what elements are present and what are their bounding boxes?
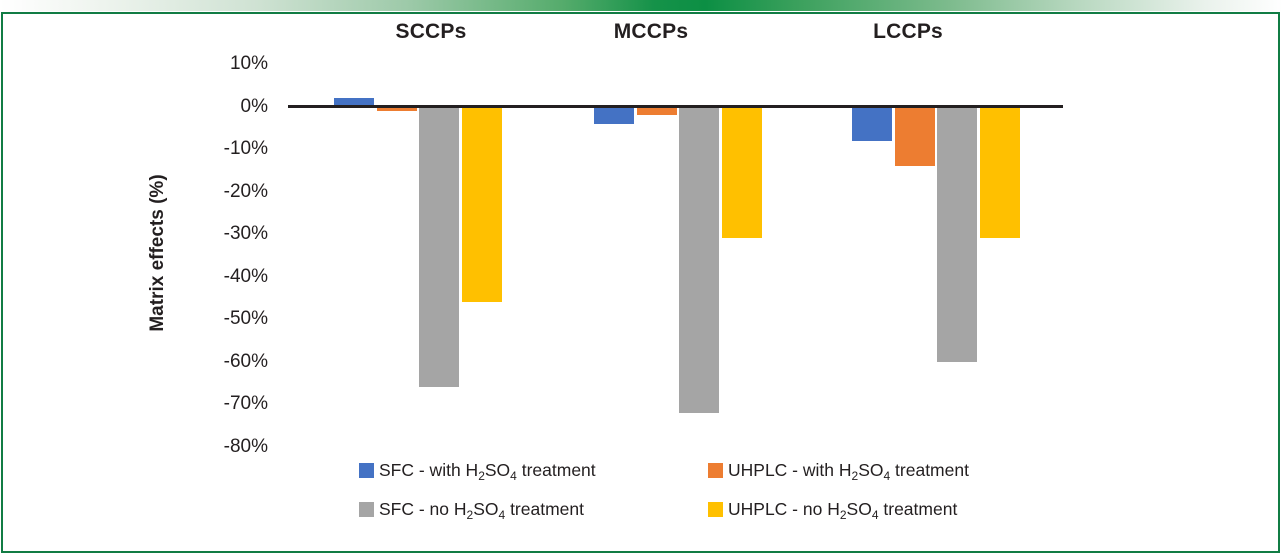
legend-swatch-icon — [359, 462, 374, 478]
legend-item-1: SFC - with H2SO4 treatment — [359, 458, 708, 483]
bar-lccps-series4 — [980, 106, 1021, 239]
chart-frame — [1, 12, 1280, 553]
legend-item-3: SFC - no H2SO4 treatment — [359, 497, 708, 522]
y-tick--20: -20% — [223, 180, 268, 202]
legend-item-4: UHPLC - no H2SO4 treatment — [708, 497, 969, 522]
y-tick--80: -80% — [223, 435, 268, 457]
y-tick--40: -40% — [223, 265, 268, 287]
category-title-sccps: SCCPs — [395, 20, 467, 43]
legend-swatch-icon — [708, 501, 723, 517]
bar-lccps-series2 — [894, 106, 935, 166]
y-tick-10: 10% — [229, 53, 268, 74]
y-tick--70: -70% — [223, 393, 268, 414]
y-tick--10: -10% — [223, 138, 268, 159]
bar-mccps-series3 — [679, 106, 720, 413]
legend-label: UHPLC - no H2SO4 treatment — [728, 498, 958, 522]
y-tick--50: -50% — [223, 308, 268, 329]
y-tick-0: 0% — [240, 95, 268, 117]
bar-lccps-series1 — [851, 106, 892, 141]
legend-label: UHPLC - with H2SO4 treatment — [728, 459, 969, 483]
bar-mccps-series1 — [593, 106, 634, 124]
bar-lccps-series3 — [937, 106, 978, 362]
bar-sccps-series4 — [462, 106, 503, 302]
y-tick--60: -60% — [223, 350, 268, 372]
legend-swatch-icon — [708, 462, 723, 478]
bar-mccps-series4 — [722, 106, 763, 239]
legend-label: SFC - with H2SO4 treatment — [379, 459, 596, 483]
bar-sccps-series2 — [376, 106, 417, 111]
legend: SFC - with H2SO4 treatment UHPLC - with H… — [359, 458, 969, 522]
legend-item-2: UHPLC - with H2SO4 treatment — [708, 458, 969, 483]
legend-label: SFC - no H2SO4 treatment — [379, 498, 584, 522]
bar-sccps-series1 — [333, 98, 374, 107]
legend-swatch-icon — [359, 501, 374, 517]
bar-mccps-series2 — [636, 106, 677, 115]
zero-axis-line — [288, 105, 1063, 108]
category-title-lccps: LCCPs — [873, 20, 943, 43]
bar-sccps-series3 — [419, 106, 460, 387]
category-title-mccps: MCCPs — [613, 20, 689, 43]
y-tick--30: -30% — [223, 223, 268, 244]
top-gradient-banner — [0, 0, 1283, 11]
